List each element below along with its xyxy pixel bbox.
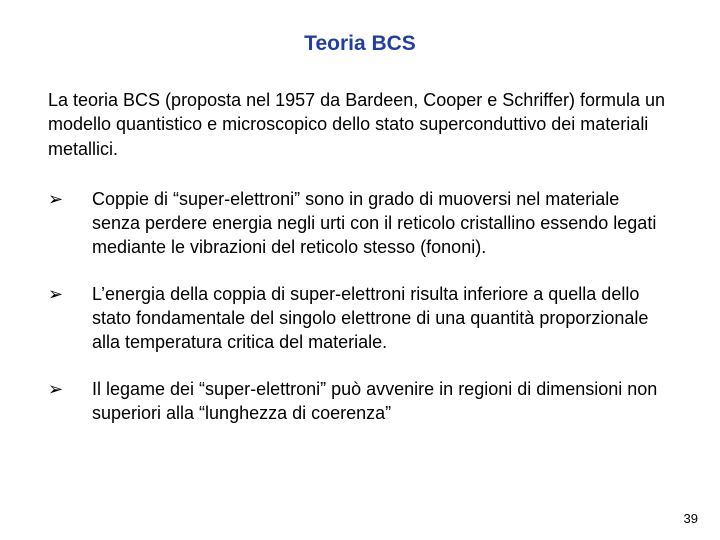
intro-paragraph: La teoria BCS (proposta nel 1957 da Bard…	[48, 88, 672, 161]
bullet-list: ➢ Coppie di “super-elettroni” sono in gr…	[48, 187, 672, 425]
bullet-text: Il legame dei “super-elettroni” può avve…	[92, 377, 672, 426]
slide-title: Teoria BCS	[48, 32, 672, 56]
slide-container: Teoria BCS La teoria BCS (proposta nel 1…	[0, 0, 720, 540]
list-item: ➢ L’energia della coppia di super-elettr…	[48, 282, 672, 355]
list-item: ➢ Il legame dei “super-elettroni” può av…	[48, 377, 672, 426]
bullet-text: Coppie di “super-elettroni” sono in grad…	[92, 187, 672, 260]
list-item: ➢ Coppie di “super-elettroni” sono in gr…	[48, 187, 672, 260]
page-number: 39	[684, 511, 698, 526]
chevron-right-icon: ➢	[48, 377, 92, 401]
chevron-right-icon: ➢	[48, 187, 92, 211]
bullet-text: L’energia della coppia di super-elettron…	[92, 282, 672, 355]
chevron-right-icon: ➢	[48, 282, 92, 306]
